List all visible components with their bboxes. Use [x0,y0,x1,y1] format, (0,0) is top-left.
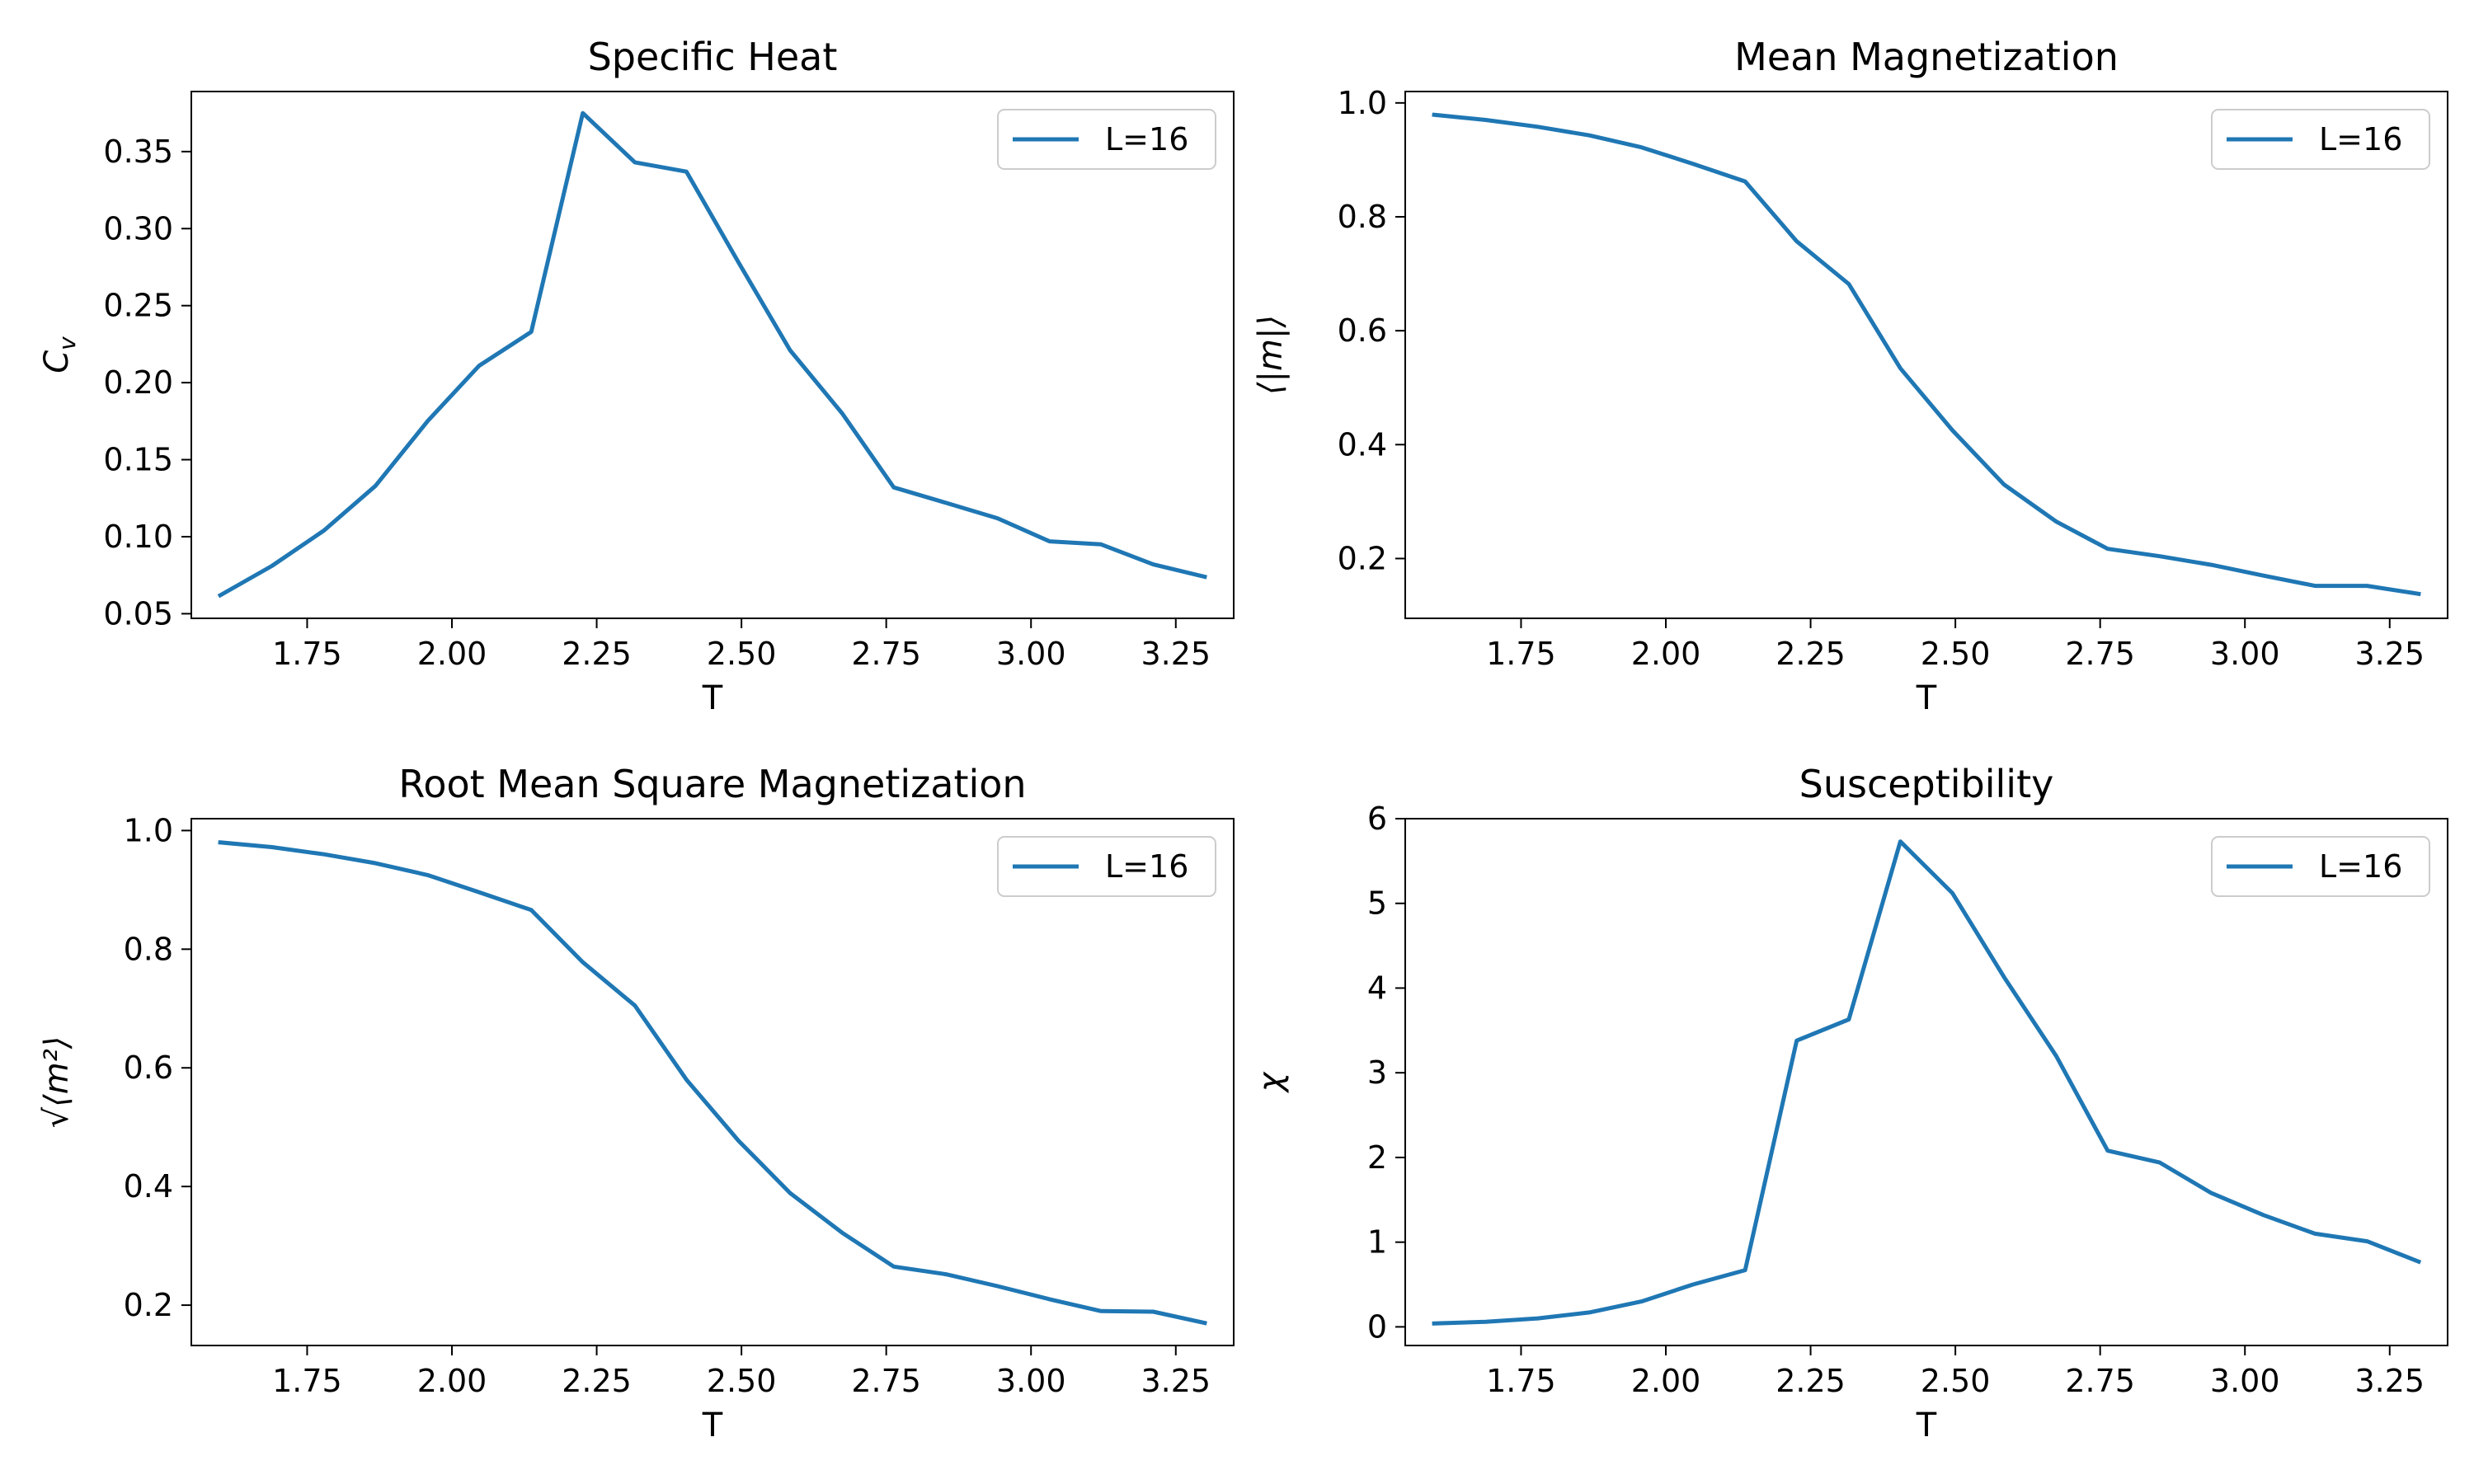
rms-magnetization-axes-frame [190,818,1235,1346]
mean-magnetization-ytick-label: 0.8 [1338,199,1387,235]
susceptibility-xtick-label: 2.50 [1921,1363,1991,1399]
specific-heat-xtick-label: 2.75 [851,636,921,672]
susceptibility-legend-label: L=16 [2319,848,2402,885]
mean-magnetization-ytick-label: 0.2 [1338,540,1387,576]
mean-magnetization-xlabel: T [1916,679,1937,717]
specific-heat-ytick-label: 0.30 [103,210,173,247]
susceptibility-axes-frame [1404,818,2448,1346]
susceptibility-ytick-label: 4 [1367,970,1387,1006]
susceptibility-ytick-label: 5 [1367,885,1387,922]
rms-magnetization-ytick-label: 1.0 [124,812,173,848]
rms-magnetization-legend-label: L=16 [1105,848,1188,885]
susceptibility-xtick-label: 3.25 [2354,1363,2425,1399]
specific-heat-title: Specific Heat [588,35,838,79]
susceptibility-ytick-label: 0 [1367,1308,1387,1345]
susceptibility-title: Susceptibility [1799,762,2054,806]
rms-magnetization-ylabel: √⟨m²⟩ [38,1036,76,1129]
rms-magnetization-legend: L=16 [997,836,1216,897]
specific-heat-ylabel-subscript: v [54,336,81,350]
specific-heat-ytick-label: 0.15 [103,442,173,478]
susceptibility-xtick-label: 2.75 [2065,1363,2135,1399]
rms-magnetization-ytick-label: 0.8 [124,931,173,967]
specific-heat-xtick-label: 2.25 [562,636,632,672]
mean-magnetization-ylabel-text: ⟨|m|⟩ [1252,315,1290,395]
mean-magnetization-legend-label: L=16 [2319,121,2402,157]
susceptibility-ytick-label: 1 [1367,1224,1387,1261]
mean-magnetization-xtick-label: 3.00 [2210,636,2280,672]
specific-heat-series-line [217,110,1207,599]
susceptibility-xtick-label: 3.00 [2210,1363,2280,1399]
rms-magnetization-legend-box [997,836,1216,897]
specific-heat-xlabel: T [702,679,723,717]
susceptibility-legend: L=16 [2211,836,2430,897]
susceptibility-xtick-label: 2.00 [1631,1363,1701,1399]
rms-magnetization-xtick-label: 2.75 [851,1363,921,1399]
rms-magnetization-series-line [218,840,1207,1326]
specific-heat-ylabel-text: C [38,350,76,373]
susceptibility-ylabel-text: χ [1252,1071,1290,1093]
specific-heat-legend: L=16 [997,109,1216,170]
mean-magnetization-xtick-label: 3.25 [2354,636,2425,672]
mean-magnetization-xtick-label: 1.75 [1486,636,1556,672]
specific-heat-ytick-label: 0.10 [103,519,173,555]
specific-heat-legend-box [997,109,1216,170]
mean-magnetization-xtick-label: 2.25 [1776,636,1846,672]
mean-magnetization-ytick-label: 0.6 [1338,312,1387,349]
rms-magnetization-ytick-label: 0.2 [124,1287,173,1323]
susceptibility-xtick-label: 1.75 [1486,1363,1556,1399]
susceptibility-legend-box [2211,836,2430,897]
mean-magnetization-xtick-label: 2.75 [2065,636,2135,672]
specific-heat-ylabel: Cv [38,336,81,373]
specific-heat-panel: Specific Heat 1.75 2.00 2.25 2.50 2.75 3.00 3.2… [38,35,1235,717]
susceptibility-ylabel: χ [1252,1071,1290,1093]
rms-magnetization-title: Root Mean Square Magnetization [398,762,1026,806]
rms-magnetization-panel: Root Mean Square Magnetization 1.75 2.00 2.… [38,762,1235,1444]
specific-heat-xtick-label: 3.00 [996,636,1066,672]
specific-heat-ytick-label: 0.35 [103,134,173,170]
susceptibility-panel: Susceptibility 1.75 2.00 2.25 2.50 2.75 3.00 3.… [1252,762,2448,1444]
specific-heat-xtick-label: 2.50 [707,636,777,672]
rms-magnetization-xtick-label: 2.50 [707,1363,777,1399]
rms-magnetization-xtick-label: 3.00 [996,1363,1066,1399]
specific-heat-xtick-label: 3.25 [1141,636,1211,672]
rms-magnetization-xlabel: T [702,1407,723,1444]
susceptibility-ytick-label: 3 [1367,1054,1387,1091]
mean-magnetization-ytick-label: 1.0 [1338,85,1387,121]
mean-magnetization-ytick-label: 0.4 [1338,426,1387,463]
mean-magnetization-legend: L=16 [2211,109,2430,170]
rms-magnetization-xtick-label: 3.25 [1141,1363,1211,1399]
susceptibility-ytick-label: 6 [1367,801,1387,837]
rms-magnetization-ytick-label: 0.6 [124,1050,173,1086]
specific-heat-xtick-label: 1.75 [272,636,342,672]
subplot-grid: Specific Heat 1.75 2.00 2.25 2.50 2.75 3.00 3.2… [38,35,2448,1444]
rms-magnetization-xtick-label: 1.75 [272,1363,342,1399]
specific-heat-xtick-label: 2.00 [417,636,487,672]
specific-heat-legend-label: L=16 [1105,121,1188,157]
rms-magnetization-ytick-label: 0.4 [124,1168,173,1205]
rms-magnetization-xtick-label: 2.00 [417,1363,487,1399]
susceptibility-xlabel: T [1916,1407,1937,1444]
susceptibility-ytick-label: 2 [1367,1139,1387,1176]
mean-magnetization-title: Mean Magnetization [1734,35,2119,79]
specific-heat-axes-frame [190,91,1235,619]
mean-magnetization-ylabel: ⟨|m|⟩ [1252,315,1290,395]
susceptibility-xtick-label: 2.25 [1776,1363,1846,1399]
mean-magnetization-xtick-label: 2.00 [1631,636,1701,672]
mean-magnetization-axes-frame [1404,91,2448,619]
mean-magnetization-series-line [1432,112,2421,597]
mean-magnetization-panel: Mean Magnetization 1.75 2.00 2.25 2.50 2.75 3.… [1252,35,2448,717]
specific-heat-ytick-label: 0.25 [103,288,173,324]
susceptibility-series-line [1432,839,2422,1326]
mean-magnetization-legend-box [2211,109,2430,170]
specific-heat-ytick-label: 0.05 [103,595,173,632]
rms-magnetization-xtick-label: 2.25 [562,1363,632,1399]
rms-magnetization-ylabel-text: √⟨m²⟩ [38,1036,76,1129]
specific-heat-ytick-label: 0.20 [103,364,173,401]
mean-magnetization-xtick-label: 2.50 [1921,636,1991,672]
